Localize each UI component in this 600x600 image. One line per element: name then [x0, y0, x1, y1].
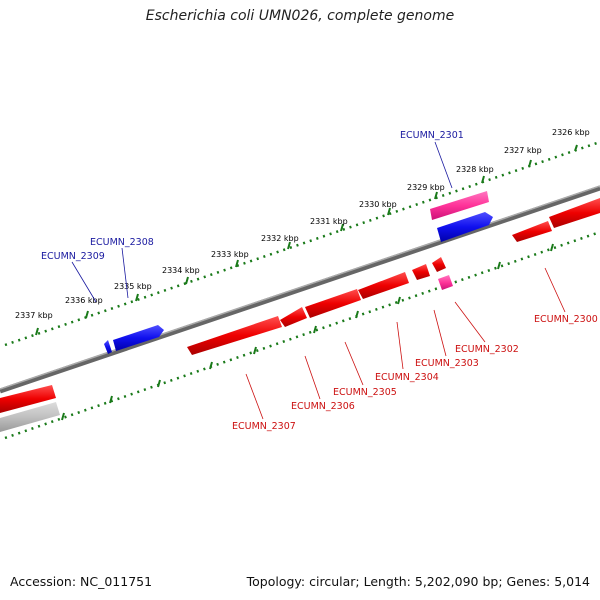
reverse-leaders	[245, 267, 566, 420]
kbp-label: 2327 kbp	[504, 146, 542, 155]
outer-major-ticks	[35, 144, 578, 336]
gene-label: ECUMN_2308	[90, 237, 154, 248]
accession-text: Accession: NC_011751	[10, 574, 153, 589]
kbp-label: 2333 kbp	[211, 250, 249, 259]
forward-gene-labels: ECUMN_2301 ECUMN_2308 ECUMN_2309	[41, 130, 464, 262]
reverse-gene-labels: ECUMN_2300 ECUMN_2302 ECUMN_2303 ECUMN_2…	[232, 314, 598, 432]
kbp-label: 2326 kbp	[552, 128, 590, 137]
gene-label: ECUMN_2301	[400, 130, 464, 141]
gene-arrow	[104, 340, 112, 354]
gene-arrow	[113, 325, 164, 351]
kbp-label: 2334 kbp	[162, 266, 200, 275]
gene-arrow	[0, 385, 56, 413]
gene-label: ECUMN_2300	[534, 314, 598, 325]
gene-arrow	[437, 212, 493, 242]
gene-arrow	[358, 272, 409, 299]
kbp-label: 2336 kbp	[65, 296, 103, 305]
gene-arrow	[438, 275, 453, 290]
kbp-label: 2335 kbp	[114, 282, 152, 291]
reverse-genes	[0, 198, 600, 432]
gene-label: ECUMN_2302	[455, 344, 519, 355]
kbp-label: 2329 kbp	[407, 183, 445, 192]
gene-arrow	[187, 316, 282, 355]
gene-arrow	[432, 257, 446, 272]
gene-label: ECUMN_2306	[291, 401, 355, 412]
gene-label: ECUMN_2305	[333, 387, 397, 398]
inner-major-ticks	[61, 243, 554, 421]
genome-backbone	[0, 185, 600, 394]
gene-label: ECUMN_2307	[232, 421, 296, 432]
genome-summary-text: Topology: circular; Length: 5,202,090 bp…	[246, 574, 590, 589]
gene-arrow	[280, 307, 307, 327]
gene-arrow	[549, 198, 600, 228]
kbp-label: 2331 kbp	[310, 217, 348, 226]
gene-arrow	[430, 191, 489, 220]
gene-label: ECUMN_2309	[41, 251, 105, 262]
kbp-label: 2332 kbp	[261, 234, 299, 243]
gene-label: ECUMN_2303	[415, 358, 479, 369]
kbp-label: 2337 kbp	[15, 311, 53, 320]
kbp-label: 2330 kbp	[359, 200, 397, 209]
gene-arrow	[0, 402, 60, 432]
gene-arrow	[305, 289, 361, 318]
forward-leaders	[71, 141, 453, 303]
outer-scale	[4, 140, 600, 347]
gene-label: ECUMN_2304	[375, 372, 439, 383]
gene-arrow	[412, 264, 430, 280]
forward-genes	[104, 191, 493, 354]
gene-arrow	[512, 221, 552, 242]
scale-labels: 2326 kbp 2327 kbp 2328 kbp 2329 kbp 2330…	[15, 128, 590, 320]
page-title: Escherichia coli UMN026, complete genome	[145, 8, 455, 24]
kbp-label: 2328 kbp	[456, 165, 494, 174]
